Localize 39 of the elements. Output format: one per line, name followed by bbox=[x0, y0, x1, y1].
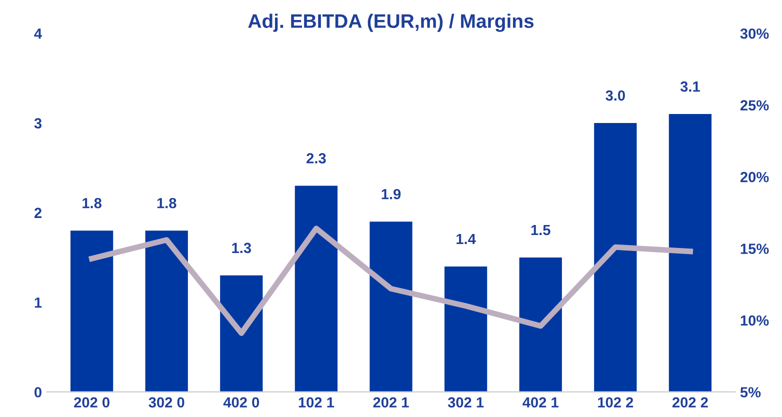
x-tick-label: 402 0 bbox=[223, 397, 260, 408]
y2-tick-label: 20% bbox=[740, 172, 769, 182]
y2-tick-label: 25% bbox=[740, 100, 769, 111]
chart-title: Adj. EBITDA (EUR,m) / Margins bbox=[248, 14, 534, 32]
y-tick-label: 2 bbox=[34, 208, 42, 218]
x-tick-label: 202 1 bbox=[373, 397, 409, 408]
bar bbox=[70, 230, 114, 392]
y-tick-label: 0 bbox=[34, 387, 42, 398]
y2-tick-label: 30% bbox=[740, 28, 769, 39]
data-label: 1.5 bbox=[531, 224, 550, 236]
data-label: 1.8 bbox=[157, 198, 176, 208]
y-tick-label: 3 bbox=[34, 118, 42, 128]
bar bbox=[668, 114, 712, 392]
bar bbox=[294, 186, 338, 392]
y-tick-label: 4 bbox=[34, 28, 42, 39]
x-tick-label: 202 0 bbox=[74, 397, 110, 408]
bar bbox=[370, 222, 412, 392]
data-label: 3.0 bbox=[606, 90, 625, 101]
y-tick-label: 1 bbox=[34, 298, 42, 308]
x-tick-label: 202 2 bbox=[672, 397, 708, 408]
data-label: 3.1 bbox=[680, 81, 700, 92]
x-tick-label: 102 2 bbox=[598, 397, 634, 408]
bar bbox=[220, 275, 263, 392]
bar bbox=[519, 258, 562, 392]
data-label: 2.3 bbox=[306, 153, 326, 164]
y2-tick-label: 5% bbox=[740, 387, 761, 398]
data-label: 1.8 bbox=[82, 198, 102, 208]
data-label: 1.9 bbox=[382, 188, 401, 200]
bar bbox=[444, 266, 488, 392]
bar bbox=[145, 230, 188, 392]
data-label: 1.4 bbox=[456, 234, 476, 244]
data-label: 1.3 bbox=[232, 242, 252, 254]
y2-tick-label: 15% bbox=[740, 244, 769, 254]
y2-tick-label: 10% bbox=[740, 315, 769, 326]
x-tick-label: 102 1 bbox=[298, 397, 334, 408]
bar bbox=[594, 123, 637, 392]
x-tick-label: 402 1 bbox=[522, 397, 558, 408]
x-tick-label: 302 1 bbox=[448, 397, 484, 408]
x-tick-label: 302 0 bbox=[148, 397, 184, 408]
